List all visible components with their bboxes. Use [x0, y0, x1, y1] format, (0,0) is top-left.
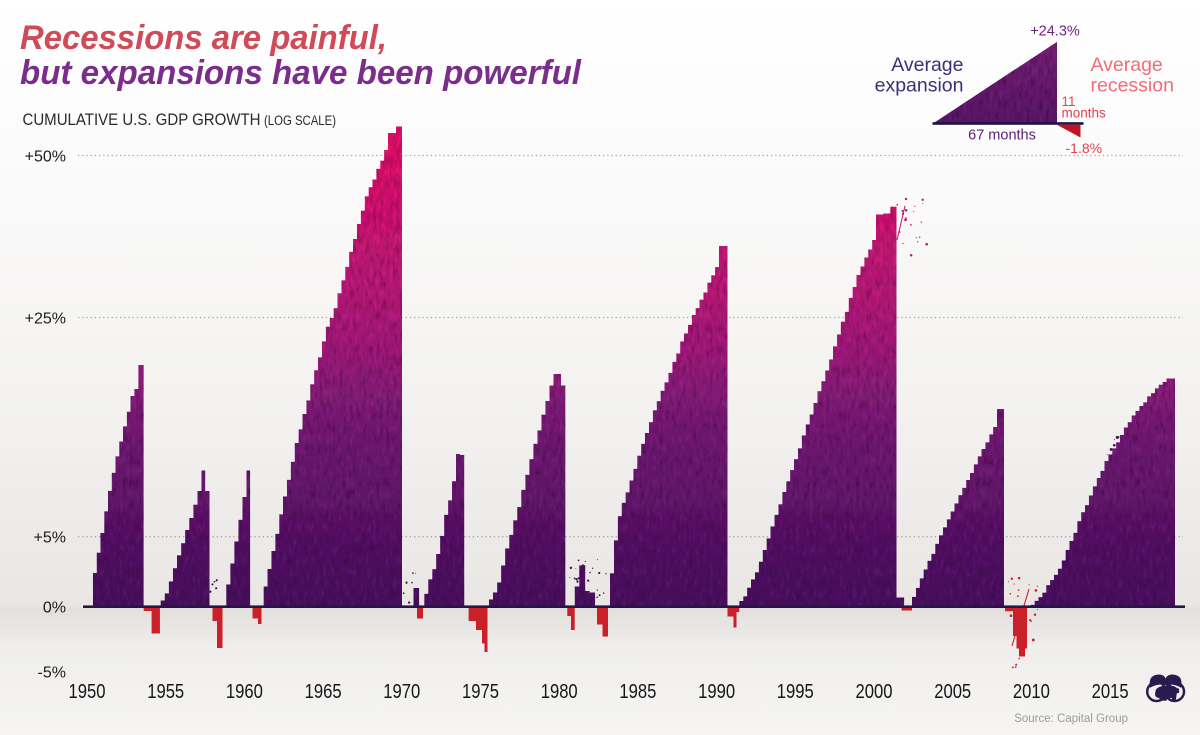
svg-text:-1.8%: -1.8%: [1066, 140, 1103, 156]
svg-text:+5%: +5%: [34, 530, 66, 547]
svg-text:1975: 1975: [462, 680, 499, 703]
svg-text:2015: 2015: [1092, 680, 1129, 703]
svg-text:2010: 2010: [1013, 680, 1050, 703]
svg-text:1980: 1980: [541, 680, 578, 703]
svg-text:+50%: +50%: [25, 149, 66, 166]
svg-text:but expansions have been power: but expansions have been powerful: [20, 54, 582, 92]
svg-text:recession: recession: [1091, 75, 1174, 97]
svg-text:2005: 2005: [934, 680, 971, 703]
svg-text:+25%: +25%: [25, 311, 66, 328]
svg-text:1970: 1970: [383, 680, 420, 703]
svg-text:Recessions are painful,: Recessions are painful,: [20, 19, 387, 57]
svg-text:0%: 0%: [43, 600, 66, 617]
svg-text:1965: 1965: [305, 680, 342, 703]
svg-text:11: 11: [1062, 94, 1076, 109]
svg-text:2000: 2000: [856, 680, 893, 703]
svg-text:Source: Capital Group: Source: Capital Group: [1014, 713, 1128, 725]
svg-text:1995: 1995: [777, 680, 814, 703]
svg-text:1985: 1985: [619, 680, 656, 703]
svg-text:67 months: 67 months: [968, 128, 1036, 144]
svg-text:Average: Average: [1091, 54, 1163, 76]
svg-text:(LOG SCALE): (LOG SCALE): [264, 113, 336, 128]
svg-text:1990: 1990: [698, 680, 735, 703]
svg-text:months: months: [1062, 106, 1107, 121]
svg-text:1955: 1955: [147, 680, 184, 703]
svg-text:1960: 1960: [226, 680, 263, 703]
svg-text:CUMULATIVE U.S. GDP GROWTH: CUMULATIVE U.S. GDP GROWTH: [23, 110, 261, 129]
svg-text:Average: Average: [891, 54, 963, 76]
svg-text:expansion: expansion: [875, 75, 964, 97]
svg-text:1950: 1950: [69, 680, 106, 703]
svg-text:+24.3%: +24.3%: [1030, 24, 1080, 40]
svg-text:-5%: -5%: [38, 665, 66, 682]
